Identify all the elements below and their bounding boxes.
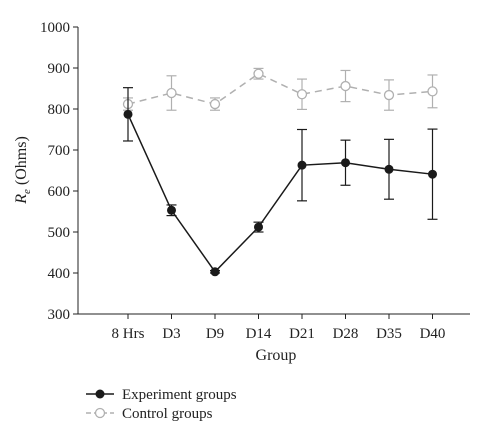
data-point-control — [209, 98, 221, 110]
y-tick-label: 400 — [48, 266, 71, 282]
plot-frame — [77, 27, 470, 315]
data-point-control — [427, 86, 438, 97]
legend-label-control: Control groups — [122, 406, 213, 422]
series-control — [122, 67, 438, 111]
legend-marker-control — [94, 407, 106, 419]
y-axis-ticks: 300 400 500 600 700 800 900 1000 — [40, 20, 78, 323]
x-tick-label: D21 — [289, 326, 315, 342]
y-tick-label: 800 — [48, 102, 71, 118]
y-tick-label: 600 — [48, 184, 71, 200]
data-point-control — [166, 87, 177, 99]
x-tick-label: D28 — [333, 326, 359, 342]
legend-item-control: Control groups — [86, 406, 213, 422]
data-point-control — [340, 80, 351, 92]
y-axis-title-subscript: e — [21, 189, 33, 194]
data-point-experiment — [254, 222, 263, 232]
y-axis-title-unit: (Ohms) — [13, 136, 30, 189]
x-tick-label: D9 — [206, 326, 224, 342]
x-tick-label: D35 — [376, 326, 402, 342]
data-point-control — [383, 89, 395, 101]
x-tick-label: D40 — [420, 326, 446, 342]
x-tick-label: 8 Hrs — [112, 326, 145, 342]
x-axis-title: Group — [256, 347, 297, 364]
data-point-experiment — [384, 164, 394, 174]
x-tick-label: D14 — [246, 326, 272, 342]
data-point-experiment — [428, 169, 437, 179]
data-point-experiment — [123, 109, 133, 119]
y-tick-label: 700 — [48, 143, 71, 159]
data-point-experiment — [297, 160, 307, 170]
legend-item-experiment: Experiment groups — [86, 387, 237, 403]
data-point-control — [253, 68, 264, 79]
x-tick-label: D3 — [162, 326, 180, 342]
y-tick-label: 1000 — [40, 20, 70, 36]
data-point-experiment — [167, 205, 176, 215]
data-point-control — [296, 89, 308, 100]
y-tick-label: 500 — [48, 225, 71, 241]
legend: Experiment groups Control groups — [86, 387, 237, 422]
y-tick-label: 900 — [48, 61, 71, 77]
series-layer — [122, 67, 438, 277]
data-point-experiment — [341, 158, 350, 168]
x-axis-ticks: 8 Hrs D3 D9 D14 D21 D28 D35 D40 — [112, 314, 446, 342]
data-point-experiment — [210, 267, 220, 277]
series-line-control — [127, 72, 433, 105]
legend-marker-experiment — [95, 389, 105, 399]
series-experiment — [123, 87, 438, 277]
y-tick-label: 300 — [48, 307, 71, 323]
legend-label-experiment: Experiment groups — [122, 387, 237, 403]
y-axis-title-symbol: R — [13, 194, 30, 205]
y-axis-title: Re (Ohms) — [13, 136, 33, 205]
series-line-experiment — [127, 114, 433, 273]
